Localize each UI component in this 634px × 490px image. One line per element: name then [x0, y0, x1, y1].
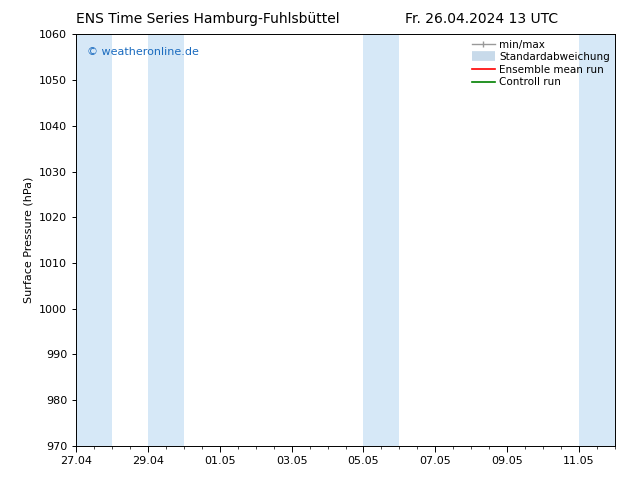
Bar: [579, 34, 615, 446]
Bar: [363, 34, 399, 446]
Bar: [148, 34, 184, 446]
Bar: [76, 34, 112, 446]
Legend: min/max, Standardabweichung, Ensemble mean run, Controll run: min/max, Standardabweichung, Ensemble me…: [470, 37, 612, 89]
Text: ENS Time Series Hamburg-Fuhlsbüttel: ENS Time Series Hamburg-Fuhlsbüttel: [76, 12, 340, 26]
Text: Fr. 26.04.2024 13 UTC: Fr. 26.04.2024 13 UTC: [404, 12, 558, 26]
Text: © weatheronline.de: © weatheronline.de: [87, 47, 198, 57]
Y-axis label: Surface Pressure (hPa): Surface Pressure (hPa): [23, 177, 34, 303]
